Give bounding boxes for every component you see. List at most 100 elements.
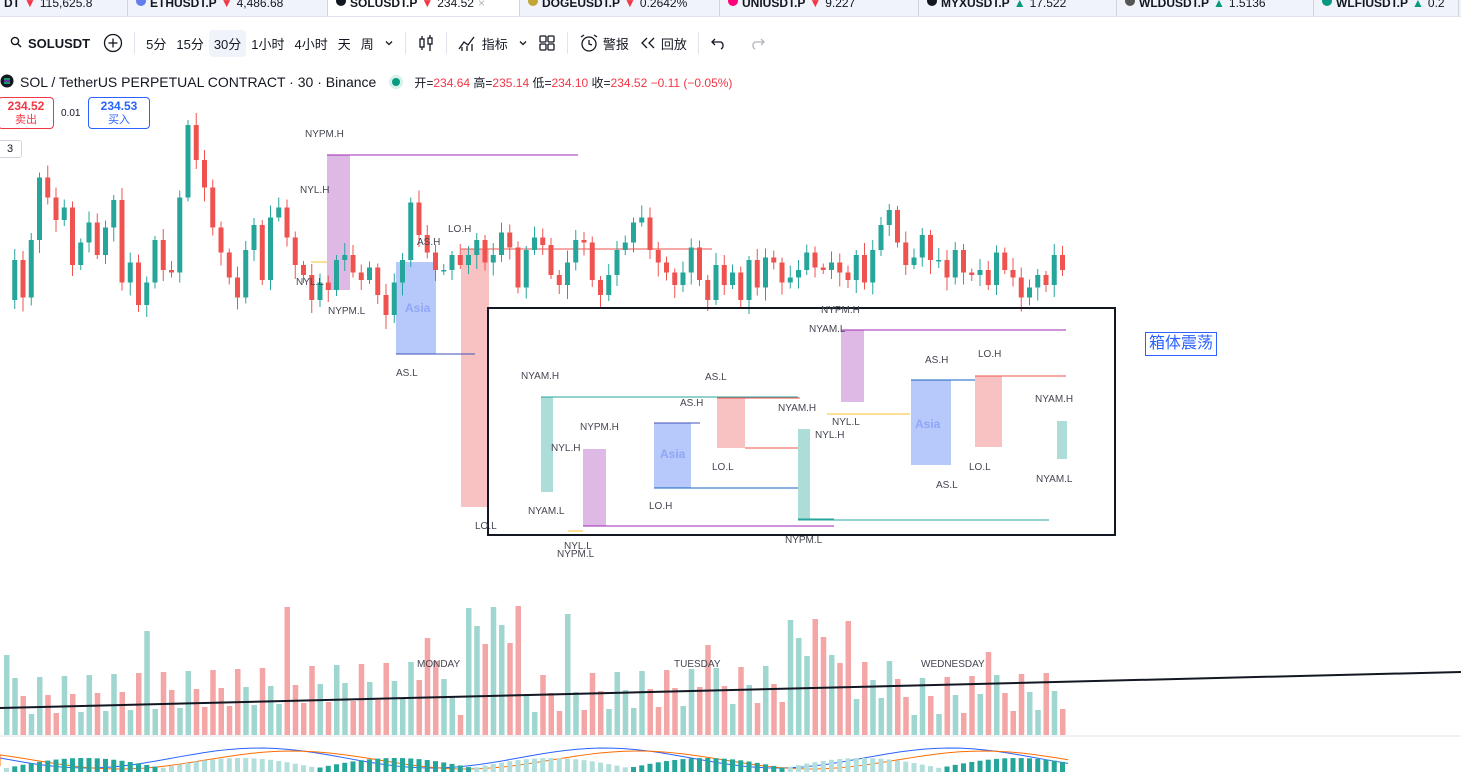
- macd-histogram-bar: [1043, 759, 1049, 772]
- macd-histogram-bar: [771, 765, 777, 772]
- volume-bar: [746, 685, 752, 735]
- candle: [160, 240, 166, 270]
- macd-histogram-bar: [548, 758, 554, 772]
- symbol-title[interactable]: SOL / TetherUS PERPETUAL CONTRACT · 30 ·…: [20, 74, 377, 90]
- candle: [862, 255, 867, 283]
- macd-histogram-bar: [226, 758, 232, 772]
- macd-histogram-bar: [1051, 760, 1057, 772]
- macd-histogram-bar: [350, 761, 356, 772]
- candle: [589, 242, 595, 280]
- volume-bar: [870, 680, 876, 735]
- interval-1h[interactable]: 1小时: [251, 36, 285, 52]
- volume-bar: [391, 681, 398, 735]
- volume-bar: [969, 676, 975, 735]
- session-label: NYPM.L: [785, 535, 823, 546]
- chart-type-button[interactable]: [412, 30, 440, 56]
- volume-bar: [985, 652, 992, 735]
- interval-dropdown[interactable]: [379, 34, 399, 52]
- macd-histogram-bar: [441, 762, 447, 772]
- symbol-tab[interactable]: UNIUSDT.P ▼ 9.227: [720, 0, 919, 16]
- candle: [507, 232, 513, 248]
- undo-button[interactable]: [705, 32, 733, 54]
- macd-histogram-bar: [408, 758, 414, 772]
- interval-5m[interactable]: 5分: [146, 36, 167, 52]
- volume-bar: [218, 688, 224, 735]
- close-icon[interactable]: ×: [477, 0, 485, 10]
- candle: [903, 242, 909, 265]
- sell-button[interactable]: 234.52 卖出: [0, 97, 54, 129]
- symbol-tab[interactable]: WLFIUSDT.P ▲ 0.2: [1314, 0, 1459, 16]
- alert-button[interactable]: 警报: [574, 29, 634, 57]
- replay-button[interactable]: 回放: [634, 30, 692, 57]
- interval-4h[interactable]: 4小时: [294, 36, 328, 52]
- layout-button[interactable]: [533, 30, 561, 56]
- symbol-tab[interactable]: DT ▼ 115,625.8: [0, 0, 128, 16]
- macd-histogram-bar: [119, 760, 125, 772]
- macd-histogram-bar: [911, 763, 917, 772]
- macd-histogram-bar: [837, 758, 843, 772]
- candle: [944, 260, 950, 278]
- macd-histogram-bar: [103, 758, 108, 772]
- volume-bar: [837, 663, 843, 735]
- range-box[interactable]: [487, 307, 1116, 536]
- volume-bar: [449, 697, 455, 735]
- symbol-tab[interactable]: DOGEUSDT.P ▼ 0.2642%: [520, 0, 720, 16]
- redo-button[interactable]: [743, 32, 771, 54]
- candle: [37, 177, 42, 240]
- range-annotation-label[interactable]: 箱体震荡: [1145, 332, 1218, 356]
- macd-histogram-bar: [523, 759, 529, 772]
- macd-histogram-bar: [647, 763, 653, 772]
- candle: [895, 210, 900, 243]
- macd-histogram-bar: [400, 758, 405, 772]
- toolbar-divider: [566, 32, 568, 54]
- volume-bar: [441, 679, 447, 735]
- candle: [317, 282, 323, 300]
- indicators-button[interactable]: 指标: [453, 30, 513, 57]
- volume-bar: [928, 696, 934, 735]
- candle: [565, 262, 570, 285]
- candle: [598, 280, 603, 295]
- volume-bar: [12, 678, 18, 735]
- trendline[interactable]: [0, 671, 1461, 709]
- macd-histogram-bar: [787, 766, 793, 772]
- volume-bar: [845, 621, 851, 735]
- macd-histogram-bar: [276, 760, 282, 772]
- symbol-search[interactable]: SOLUSDT: [10, 36, 90, 51]
- candle: [820, 267, 826, 270]
- interval-15m[interactable]: 15分: [176, 36, 204, 52]
- add-symbol-button[interactable]: [98, 29, 128, 57]
- macd-histogram-bar: [136, 763, 141, 772]
- indicators-label: 指标: [481, 36, 508, 52]
- candle: [424, 235, 430, 253]
- indicators-dropdown[interactable]: [513, 34, 533, 52]
- session-label: NYAM.L: [528, 506, 565, 517]
- symbol-tab[interactable]: ETHUSDT.P ▼ 4,486.68: [128, 0, 328, 16]
- macd-histogram-bar: [342, 762, 348, 772]
- macd-histogram-bar: [1018, 758, 1024, 772]
- candle: [276, 207, 282, 218]
- interval-1w[interactable]: 周: [360, 36, 374, 52]
- symbol-tab[interactable]: MYXUSDT.P ▲ 17.522: [919, 0, 1117, 16]
- macd-histogram-bar: [383, 758, 389, 772]
- indicators-collapse-toggle[interactable]: 3: [0, 140, 22, 158]
- volume-bar: [598, 691, 604, 735]
- candle: [251, 225, 257, 250]
- macd-histogram-bar: [738, 760, 744, 772]
- candle: [499, 232, 504, 255]
- market-open-dot: [392, 78, 401, 86]
- macd-histogram-bar: [556, 758, 562, 772]
- buy-button[interactable]: 234.53 买入: [88, 97, 150, 129]
- volume-bar: [994, 675, 1000, 735]
- macd-histogram-bar: [111, 759, 117, 772]
- symbol-tab[interactable]: WLDUSDT.P ▲ 1.5136: [1117, 0, 1314, 16]
- macd-histogram-bar: [433, 761, 438, 772]
- candle: [573, 240, 579, 263]
- interval-30m[interactable]: 30分: [208, 29, 247, 57]
- interval-1d[interactable]: 天: [337, 36, 351, 52]
- tab-price: 0.2: [1427, 0, 1445, 10]
- macd-histogram-bar: [994, 758, 999, 772]
- candle: [532, 237, 537, 250]
- symbol-tab[interactable]: SOLUSDT.P ▼ 234.52 ×: [328, 0, 520, 16]
- session-label: LO.H: [448, 224, 471, 235]
